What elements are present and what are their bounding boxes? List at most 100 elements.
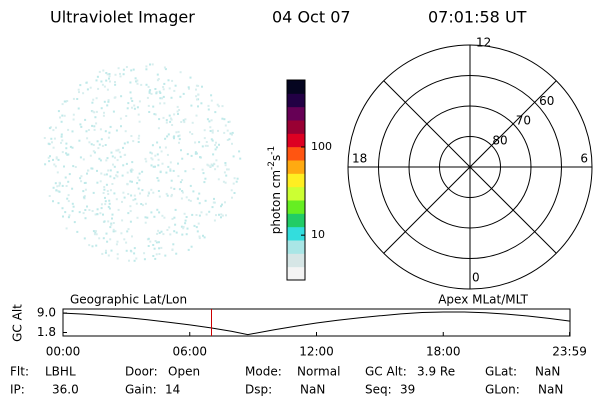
info-value: 14: [165, 383, 180, 397]
mlt-label: 0: [472, 271, 480, 285]
speckle: [100, 80, 103, 83]
colorbar-label: photon cm-2s-1: [267, 146, 283, 235]
speckle: [82, 212, 85, 215]
speckle: [86, 205, 88, 208]
speckle: [184, 219, 187, 222]
speckle: [43, 137, 46, 139]
speckle: [178, 188, 181, 191]
speckle: [208, 210, 211, 213]
speckle: [126, 171, 129, 174]
speckle: [66, 197, 69, 200]
speckle: [196, 230, 199, 233]
speckle: [161, 162, 164, 165]
speckle: [163, 66, 166, 69]
speckle: [138, 172, 141, 175]
speckle: [184, 118, 187, 121]
colorbar-swatch: [287, 266, 305, 281]
speckle: [171, 79, 174, 82]
speckle: [83, 196, 86, 199]
speckle: [47, 156, 50, 159]
colorbar-frame: [286, 79, 306, 281]
speckle: [173, 135, 176, 138]
speckle: [221, 203, 223, 206]
speckle: [96, 213, 99, 216]
speckle: [112, 163, 114, 166]
speckle: [125, 249, 128, 252]
speckle: [149, 63, 151, 66]
speckle: [101, 145, 104, 147]
speckle: [195, 152, 198, 155]
speckle: [125, 66, 128, 68]
speckle: [116, 257, 119, 260]
speckle: [197, 222, 200, 225]
speckle: [164, 146, 167, 149]
speckle: [178, 141, 180, 144]
speckle: [231, 142, 233, 145]
speckle: [109, 80, 111, 83]
speckle: [57, 202, 60, 205]
speckle: [55, 157, 58, 160]
speckle: [160, 246, 163, 249]
speckle: [121, 174, 124, 177]
speckle: [63, 114, 66, 117]
speckle: [168, 114, 171, 117]
speckle: [105, 159, 108, 162]
speckle: [214, 148, 217, 151]
speckle: [125, 241, 128, 244]
speckle: [178, 134, 181, 137]
speckle: [69, 145, 72, 148]
speckle: [80, 175, 83, 178]
speckle: [153, 113, 156, 116]
speckle: [214, 111, 217, 114]
speckle: [162, 86, 165, 88]
speckle: [216, 165, 219, 168]
speckle: [138, 100, 141, 103]
speckle: [210, 163, 213, 166]
speckle: [108, 73, 111, 75]
speckle: [60, 120, 63, 123]
speckle: [197, 98, 200, 101]
speckle: [152, 244, 155, 246]
speckle: [190, 154, 193, 157]
speckle: [131, 161, 134, 164]
speckle: [111, 155, 114, 158]
speckle: [201, 168, 204, 171]
speckle: [103, 186, 106, 188]
speckle: [113, 165, 116, 168]
speckle: [159, 97, 162, 100]
speckle: [125, 115, 128, 117]
time: 07:01:58 UT: [428, 8, 527, 27]
speckle: [182, 92, 185, 95]
speckle: [66, 153, 69, 156]
speckle: [191, 133, 194, 135]
speckle: [207, 108, 210, 111]
speckle: [78, 211, 81, 214]
speckle: [116, 171, 119, 174]
speckle: [154, 240, 157, 242]
speckle: [205, 213, 208, 216]
speckle: [111, 213, 114, 216]
speckle: [126, 230, 129, 233]
speckle: [136, 79, 139, 82]
speckle: [135, 80, 138, 83]
speckle: [112, 230, 115, 233]
speckle: [131, 100, 134, 102]
speckle: [198, 202, 201, 205]
speckle: [62, 215, 64, 218]
speckle: [129, 91, 132, 94]
speckle: [159, 146, 161, 149]
speckle: [95, 244, 98, 247]
speckle: [171, 124, 174, 126]
speckle: [91, 124, 94, 127]
speckle: [115, 243, 118, 246]
speckle: [79, 84, 82, 87]
speckle: [67, 194, 70, 197]
speckle: [124, 130, 127, 133]
speckle: [138, 179, 141, 182]
speckle: [83, 237, 86, 240]
speckle: [170, 193, 173, 196]
speckle: [169, 168, 172, 171]
speckle: [147, 85, 150, 88]
speckle: [184, 170, 187, 173]
speckle: [65, 147, 68, 150]
